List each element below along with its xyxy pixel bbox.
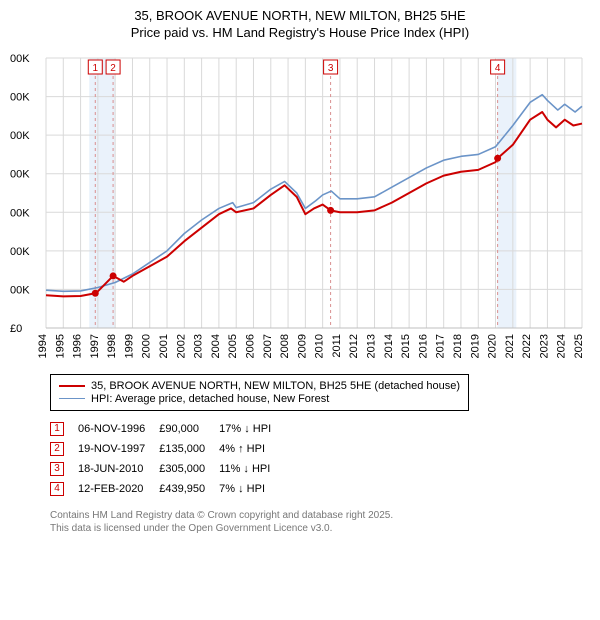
svg-text:00K: 00K [10, 246, 30, 258]
legend-swatch [59, 398, 85, 399]
svg-text:00K: 00K [10, 168, 30, 180]
sale-vs-hpi: 4% ↑ HPI [219, 439, 285, 459]
svg-text:2024: 2024 [556, 334, 568, 358]
sale-marker: 2 [50, 442, 64, 456]
sale-date: 06-NOV-1996 [78, 419, 159, 439]
svg-text:2000: 2000 [141, 334, 153, 358]
svg-text:00K: 00K [10, 130, 30, 142]
table-row: 2 19-NOV-1997£135,0004% ↑ HPI [50, 439, 285, 459]
sale-marker: 3 [50, 462, 64, 476]
svg-text:1997: 1997 [89, 334, 101, 358]
svg-text:00K: 00K [10, 91, 30, 103]
footer-attribution: Contains HM Land Registry data © Crown c… [50, 509, 590, 535]
svg-text:2017: 2017 [435, 334, 447, 358]
svg-text:2009: 2009 [296, 334, 308, 358]
sale-price: £305,000 [159, 459, 219, 479]
svg-text:2013: 2013 [366, 334, 378, 358]
sale-date: 18-JUN-2010 [78, 459, 159, 479]
footer-line-1: Contains HM Land Registry data © Crown c… [50, 509, 590, 522]
svg-text:00K: 00K [10, 53, 30, 65]
legend-label: 35, BROOK AVENUE NORTH, NEW MILTON, BH25… [91, 380, 460, 392]
chart-svg: £0 00K 00K 00K 00K 00K 00K 00K 1994 1995 1996 1997 1… [10, 48, 590, 368]
title-line-2: Price paid vs. HM Land Registry's House … [10, 25, 590, 42]
svg-text:2014: 2014 [383, 334, 395, 358]
svg-text:2021: 2021 [504, 334, 516, 358]
table-row: 1 06-NOV-1996£90,00017% ↓ HPI [50, 419, 285, 439]
svg-text:1998: 1998 [106, 334, 118, 358]
svg-text:2022: 2022 [521, 334, 533, 358]
svg-text:1999: 1999 [123, 334, 135, 358]
sale-marker: 4 [50, 482, 64, 496]
sale-price: £439,950 [159, 479, 219, 499]
svg-text:2012: 2012 [348, 334, 360, 358]
svg-text:£0: £0 [10, 323, 22, 335]
svg-text:2: 2 [110, 63, 116, 74]
legend: 35, BROOK AVENUE NORTH, NEW MILTON, BH25… [50, 374, 469, 411]
chart-area: £0 00K 00K 00K 00K 00K 00K 00K 1994 1995 1996 1997 1… [10, 48, 590, 368]
legend-swatch [59, 385, 85, 387]
svg-text:4: 4 [495, 63, 501, 74]
svg-text:1995: 1995 [54, 334, 66, 358]
sale-date: 12-FEB-2020 [78, 479, 159, 499]
sale-date: 19-NOV-1997 [78, 439, 159, 459]
svg-text:2011: 2011 [331, 334, 343, 358]
svg-text:2005: 2005 [227, 334, 239, 358]
svg-text:1996: 1996 [72, 334, 84, 358]
legend-item: 35, BROOK AVENUE NORTH, NEW MILTON, BH25… [59, 380, 460, 392]
svg-text:3: 3 [328, 63, 334, 74]
svg-text:00K: 00K [10, 207, 30, 219]
svg-text:2018: 2018 [452, 334, 464, 358]
chart-title: 35, BROOK AVENUE NORTH, NEW MILTON, BH25… [10, 8, 590, 42]
svg-text:2016: 2016 [417, 334, 429, 358]
sale-price: £90,000 [159, 419, 219, 439]
svg-text:2010: 2010 [314, 334, 326, 358]
svg-text:2019: 2019 [469, 334, 481, 358]
svg-text:00K: 00K [10, 284, 30, 296]
table-row: 3 18-JUN-2010£305,00011% ↓ HPI [50, 459, 285, 479]
sale-vs-hpi: 11% ↓ HPI [219, 459, 285, 479]
svg-text:2002: 2002 [175, 334, 187, 358]
sale-marker: 1 [50, 422, 64, 436]
svg-text:2025: 2025 [573, 334, 585, 358]
svg-text:2006: 2006 [244, 334, 256, 358]
svg-text:2004: 2004 [210, 334, 222, 358]
title-line-1: 35, BROOK AVENUE NORTH, NEW MILTON, BH25… [10, 8, 590, 25]
svg-text:1: 1 [92, 63, 98, 74]
sale-vs-hpi: 7% ↓ HPI [219, 479, 285, 499]
table-row: 4 12-FEB-2020£439,9507% ↓ HPI [50, 479, 285, 499]
legend-item: HPI: Average price, detached house, New … [59, 393, 460, 405]
legend-label: HPI: Average price, detached house, New … [91, 393, 329, 405]
footer-line-2: This data is licensed under the Open Gov… [50, 522, 590, 535]
svg-text:2001: 2001 [158, 334, 170, 358]
sale-vs-hpi: 17% ↓ HPI [219, 419, 285, 439]
svg-text:2020: 2020 [487, 334, 499, 358]
svg-text:2008: 2008 [279, 334, 291, 358]
sales-table: 1 06-NOV-1996£90,00017% ↓ HPI 2 19-NOV-1997… [50, 419, 285, 499]
svg-text:2003: 2003 [193, 334, 205, 358]
svg-text:2007: 2007 [262, 334, 274, 358]
svg-text:2015: 2015 [400, 334, 412, 358]
sale-price: £135,000 [159, 439, 219, 459]
svg-text:2023: 2023 [538, 334, 550, 358]
svg-text:1994: 1994 [37, 334, 49, 358]
